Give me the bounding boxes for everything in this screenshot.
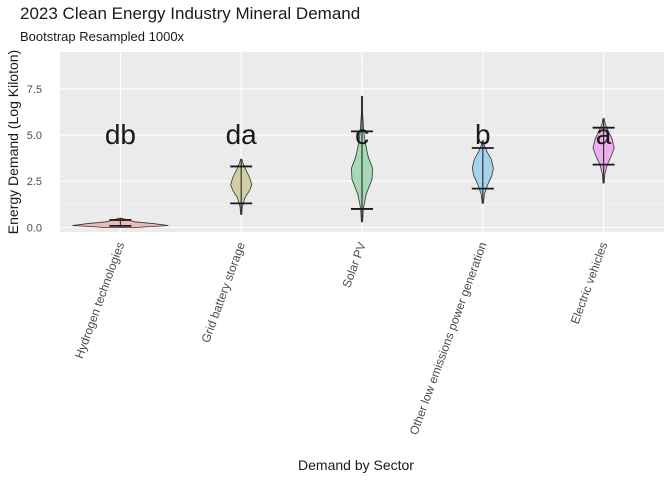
x-tick-label: Electric vehicles [568,240,611,326]
group-letter-label: da [226,119,258,150]
x-axis-title: Demand by Sector [298,457,414,473]
group-letter-label: db [105,119,136,150]
y-tick-label: 0.0 [27,222,42,234]
x-tick-label: Solar PV [339,240,368,289]
group-letter-label: a [596,119,612,150]
violin-group [72,217,169,228]
violin-group [230,158,253,215]
y-tick-label: 2.5 [27,176,42,188]
chart-subtitle: Bootstrap Resampled 1000x [20,29,185,44]
violin-group [471,140,494,204]
group-letter-label: b [475,119,491,150]
y-tick-label: 5.0 [27,130,42,142]
x-tick-label: Grid battery storage [199,240,249,345]
violins [72,95,615,228]
violin-group [350,95,374,223]
y-axis-ticks: 0.0 2.5 5.0 7.5 [27,84,42,234]
y-axis-title: Energy Demand (Log Kiloton) [5,50,21,234]
y-tick-label: 7.5 [27,84,42,96]
x-tick-label: Hydrogen technologies [72,240,127,360]
group-letters: db da c b a [105,119,612,150]
violin-group [592,118,615,184]
x-tick-label: Other low emissions power generation [407,240,490,437]
group-letter-label: c [355,119,369,150]
x-axis-ticks: Hydrogen technologies Grid battery storag… [72,240,610,437]
chart-title: 2023 Clean Energy Industry Mineral Deman… [20,4,361,23]
